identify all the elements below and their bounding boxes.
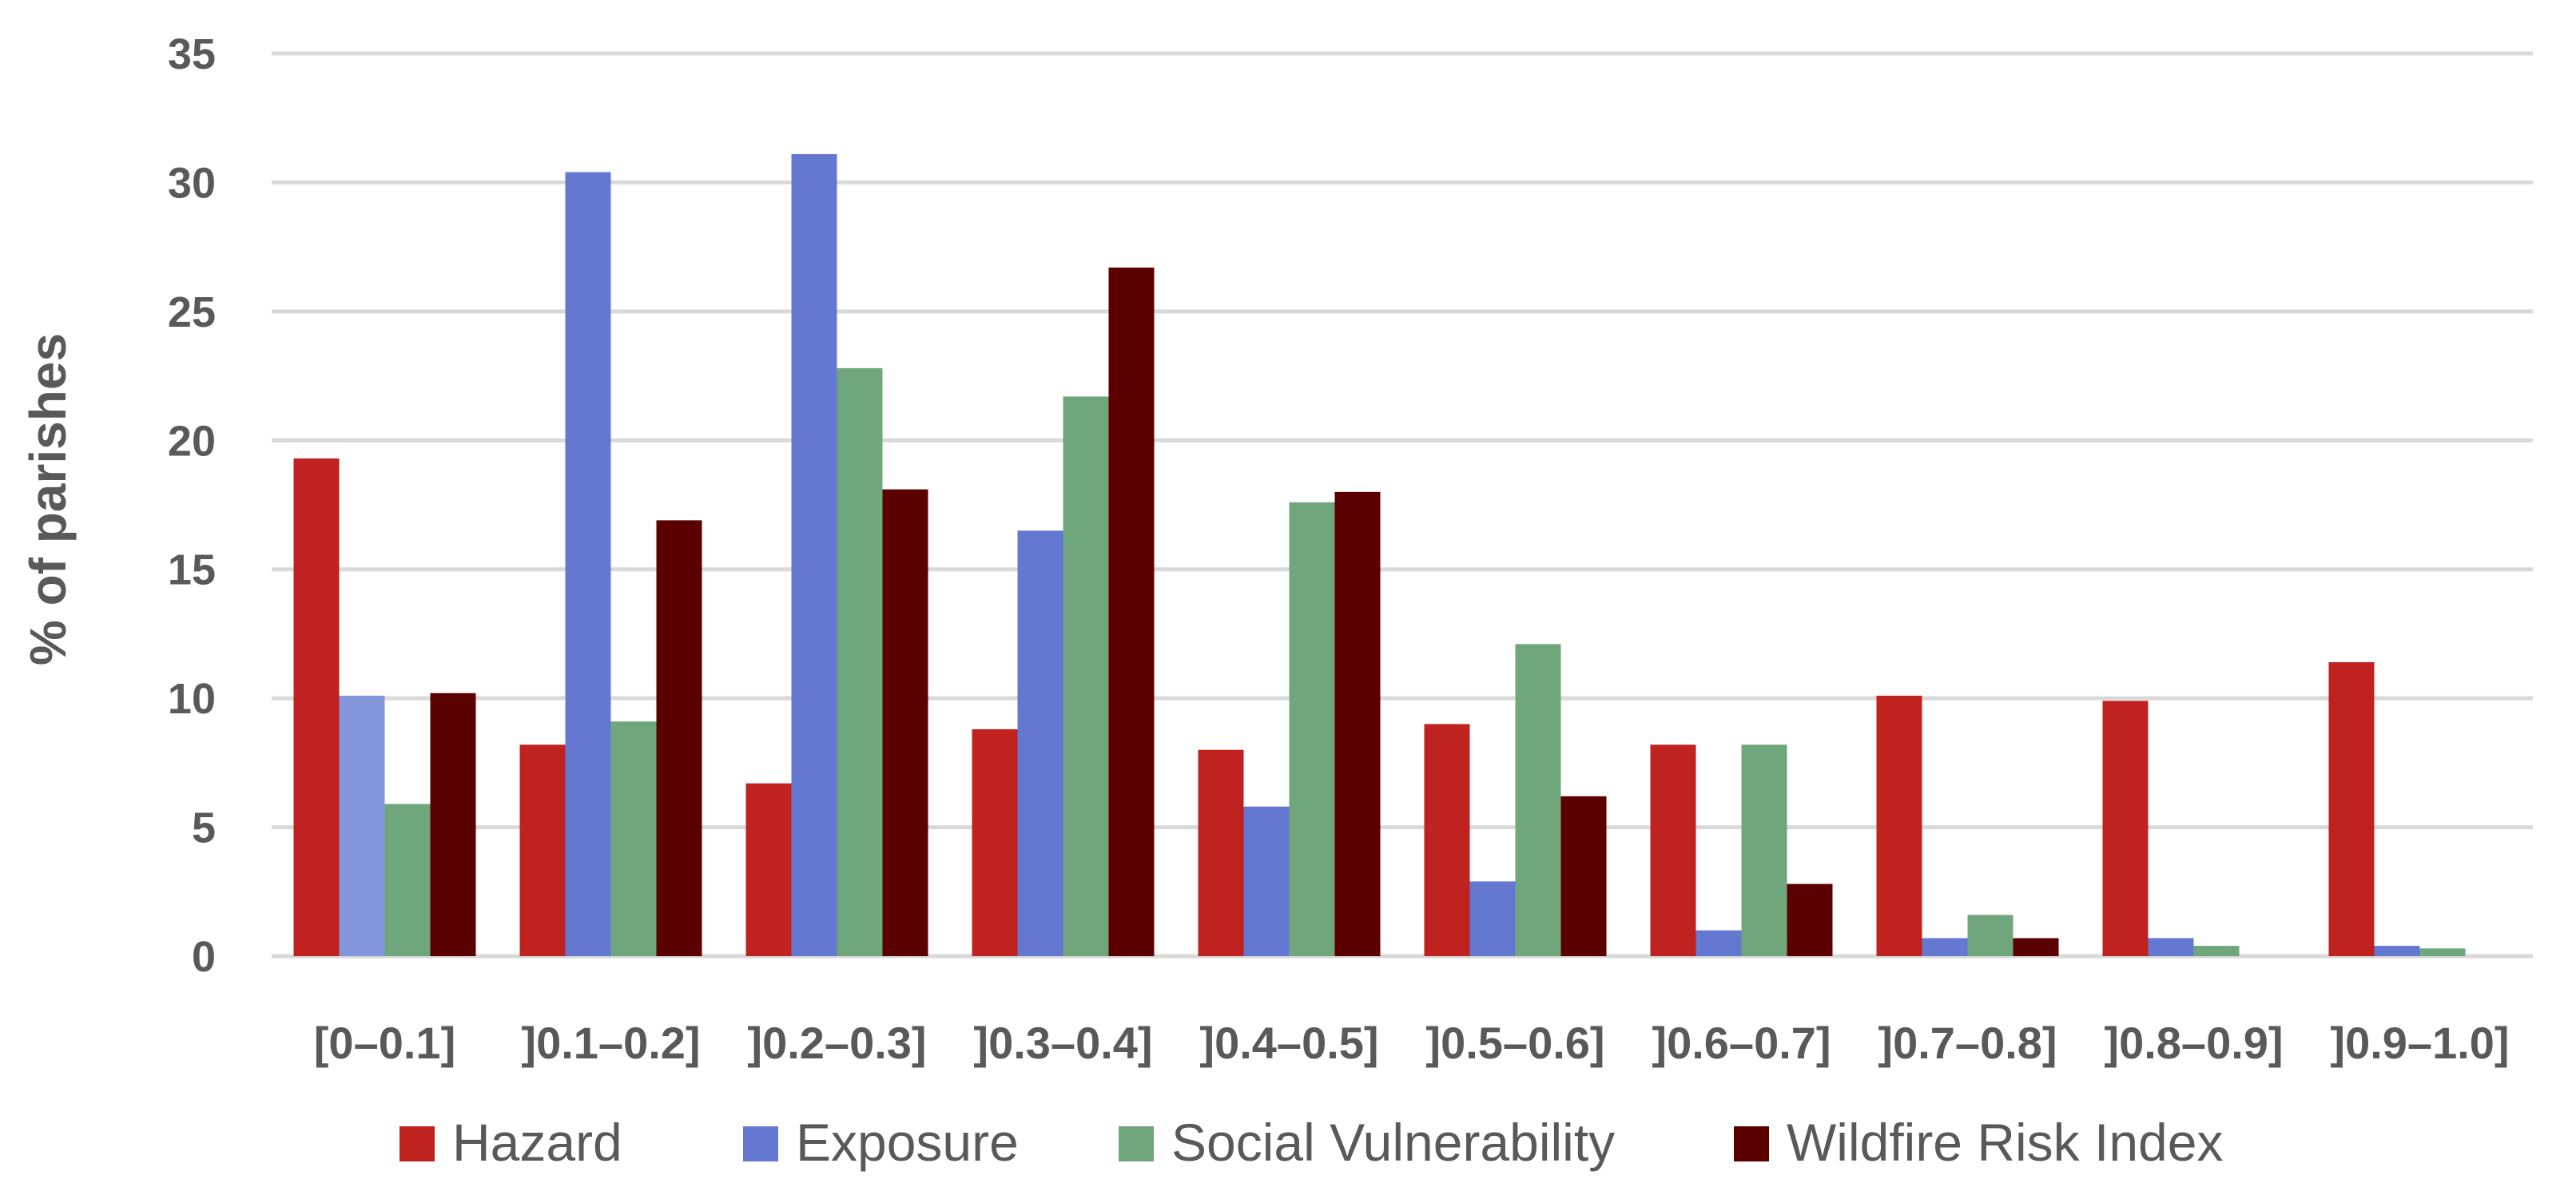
bar-hazard (293, 458, 340, 956)
y-tick-label: 25 (168, 288, 216, 336)
bar-hazard (1650, 744, 1696, 956)
bar-wildfire-risk-index (1334, 491, 1381, 956)
bar-exposure (1243, 806, 1290, 956)
bar-hazard (1424, 724, 1470, 956)
x-category-label: ]0.6–0.7] (1652, 1018, 1831, 1068)
bar-wildfire-risk-index (656, 520, 702, 956)
bar-hazard (745, 783, 792, 956)
bar-hazard (519, 744, 566, 956)
bar-wildfire-risk-index (882, 489, 928, 956)
bars (293, 153, 2466, 956)
legend-label: Social Vulnerability (1171, 1113, 1615, 1172)
x-category-label: ]0.8–0.9] (2104, 1018, 2283, 1068)
bar-exposure (565, 172, 611, 956)
bar-social-vulnerability (2193, 946, 2240, 956)
bar-exposure (2148, 938, 2194, 956)
bar-wildfire-risk-index (1108, 267, 1155, 956)
x-category-label: ]0.4–0.5] (1199, 1018, 1378, 1068)
bar-exposure (1017, 530, 1063, 956)
bar-wildfire-risk-index (430, 693, 476, 956)
legend: Hazard Exposure Social Vulnerability Wildfi… (400, 1113, 2223, 1172)
x-category-label: ]0.5–0.6] (1425, 1018, 1604, 1068)
bar-exposure (791, 153, 837, 956)
legend-label: Hazard (452, 1113, 622, 1172)
bar-social-vulnerability (1289, 502, 1335, 956)
legend-swatch (400, 1126, 435, 1161)
bar-social-vulnerability (384, 804, 431, 956)
bar-social-vulnerability (837, 367, 883, 956)
bar-social-vulnerability (2419, 948, 2466, 956)
x-category-label: ]0.2–0.3] (747, 1018, 926, 1068)
legend-swatch (1119, 1126, 1154, 1161)
y-tick-label: 15 (168, 546, 216, 594)
bar-exposure (1469, 881, 1516, 956)
y-tick-label: 5 (192, 804, 216, 852)
bar-hazard (1876, 695, 1922, 956)
y-tick-label: 20 (168, 417, 216, 465)
y-tick-label: 30 (168, 159, 216, 207)
bar-social-vulnerability (610, 721, 657, 956)
y-tick-label: 0 (192, 933, 216, 981)
x-category-label: ]0.9–1.0] (2330, 1018, 2509, 1068)
legend-swatch (1734, 1126, 1769, 1161)
x-category-label: ]0.3–0.4] (973, 1018, 1152, 1068)
bar-hazard (2102, 701, 2149, 956)
bar-wildfire-risk-index (2013, 938, 2059, 956)
y-tick-label: 35 (168, 30, 216, 78)
bar-exposure (2374, 946, 2420, 956)
x-category-label: ]0.1–0.2] (521, 1018, 700, 1068)
bar-hazard (2328, 661, 2375, 956)
x-category-label: [0–0.1] (314, 1018, 455, 1068)
y-axis-label: % of parishes (19, 333, 77, 665)
bar-wildfire-risk-index (1560, 796, 1607, 956)
bar-social-vulnerability (1967, 915, 2013, 956)
x-category-label: ]0.7–0.8] (1878, 1018, 2057, 1068)
legend-label: Wildfire Risk Index (1787, 1113, 2223, 1172)
legend-label: Exposure (796, 1113, 1019, 1172)
bar-exposure (1695, 930, 1742, 956)
y-axis-ticks: 0 5 10 15 20 25 30 35 (168, 30, 216, 981)
y-tick-label: 10 (168, 675, 216, 723)
bar-exposure (339, 695, 385, 956)
bar-social-vulnerability (1515, 644, 1561, 956)
x-axis-categories: [0–0.1] ]0.1–0.2] ]0.2–0.3] ]0.3–0.4] ]0.4–0… (314, 1018, 2510, 1068)
bar-hazard (972, 729, 1018, 956)
bar-hazard (1198, 749, 1244, 956)
bar-exposure (1922, 938, 1968, 956)
bar-social-vulnerability (1741, 744, 1787, 956)
bar-wildfire-risk-index (1787, 883, 1833, 956)
bar-social-vulnerability (1063, 396, 1109, 956)
legend-swatch (743, 1126, 778, 1161)
